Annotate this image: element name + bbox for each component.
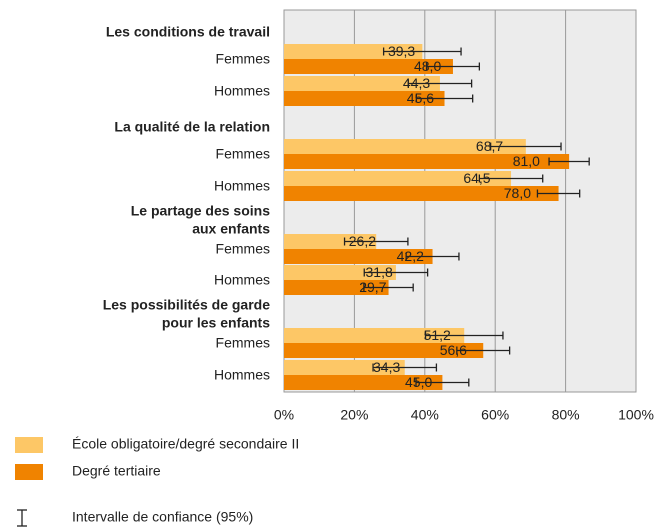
- bar: [284, 186, 559, 201]
- legend-label: École obligatoire/degré secondaire II: [72, 436, 299, 452]
- error-bar: [382, 47, 462, 56]
- bar: [284, 249, 433, 264]
- value-label: 81,0: [513, 153, 540, 169]
- value-label: 56,6: [440, 342, 467, 358]
- error-bar: [548, 157, 590, 166]
- value-label: 78,0: [504, 185, 531, 201]
- bar: [284, 44, 423, 59]
- value-label: 64,5: [463, 170, 490, 186]
- x-tick-label: 60%: [481, 407, 509, 423]
- value-label: 68,7: [476, 138, 503, 154]
- ci-legend-label: Intervalle de confiance (95%): [72, 509, 253, 525]
- group-label: aux enfants: [192, 221, 270, 237]
- x-tick-label: 80%: [552, 407, 580, 423]
- error-bar: [478, 174, 544, 183]
- error-bar: [489, 142, 562, 151]
- error-bar: [343, 237, 409, 246]
- error-bar: [372, 363, 438, 372]
- bar: [284, 234, 377, 249]
- bar: [284, 265, 396, 280]
- legend-swatch: [15, 464, 43, 480]
- category-label: Hommes: [214, 178, 270, 194]
- category-label: Hommes: [214, 83, 270, 99]
- category-label: Hommes: [214, 367, 270, 383]
- error-bar: [363, 268, 429, 277]
- error-bar: [415, 378, 470, 387]
- bar: [284, 171, 512, 186]
- bar: [284, 91, 445, 106]
- error-bar: [424, 331, 504, 340]
- group-label: pour les enfants: [162, 315, 270, 331]
- error-bar: [363, 283, 414, 292]
- bar: [284, 76, 440, 91]
- bar: [284, 154, 570, 169]
- error-bar: [415, 94, 474, 103]
- bar: [284, 59, 453, 74]
- group-label: La qualité de la relation: [114, 119, 270, 135]
- x-tick-label: 100%: [618, 407, 654, 423]
- error-bar: [425, 62, 481, 71]
- category-label: Femmes: [216, 241, 270, 257]
- legend-label: Degré tertiaire: [72, 463, 161, 479]
- x-tick-label: 0%: [274, 407, 294, 423]
- bar: [284, 375, 443, 390]
- x-tick-label: 40%: [411, 407, 439, 423]
- category-label: Femmes: [216, 51, 270, 67]
- error-bar: [407, 79, 473, 88]
- category-label: Femmes: [216, 146, 270, 162]
- legend-swatch: [15, 437, 43, 453]
- bar: [284, 280, 389, 295]
- bar: [284, 360, 405, 375]
- error-bar: [536, 189, 581, 198]
- bar: [284, 328, 465, 343]
- error-bar: [456, 346, 511, 355]
- x-tick-label: 20%: [340, 407, 368, 423]
- group-label: Les possibilités de garde: [103, 297, 270, 313]
- error-bar: [405, 252, 460, 261]
- bar: [284, 343, 484, 358]
- category-label: Femmes: [216, 335, 270, 351]
- group-label: Les conditions de travail: [106, 24, 270, 40]
- group-label: Le partage des soins: [131, 203, 270, 219]
- ci-legend-icon: [17, 509, 27, 527]
- category-label: Hommes: [214, 272, 270, 288]
- bar: [284, 139, 526, 154]
